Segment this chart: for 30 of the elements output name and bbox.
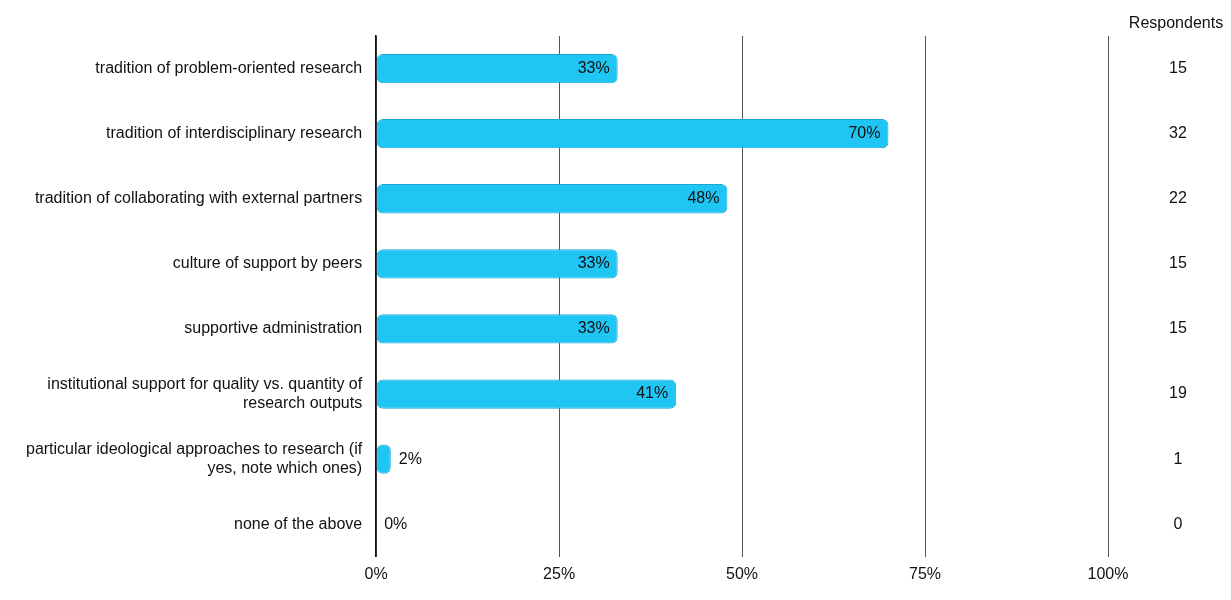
data-label: 2% <box>398 449 422 467</box>
y-tick-label: culture of support by peers <box>172 254 363 272</box>
data-label: 70% <box>848 124 881 142</box>
data-label: 41% <box>636 384 669 402</box>
text: Respondents <box>1128 14 1224 32</box>
y-tick-label: supportive administration <box>184 319 363 337</box>
text: 15 <box>1169 254 1187 272</box>
x-tick-label: 100% <box>1087 564 1129 582</box>
text: 15 <box>1169 319 1187 337</box>
data-label: 33% <box>577 319 610 337</box>
y-tick-label: tradition of interdisciplinary research <box>106 124 363 142</box>
x-tick-label: 0% <box>364 564 388 582</box>
y-tick-label: tradition of problem-oriented research <box>95 58 363 76</box>
y-tick-label: institutional support for quality vs. quantity of research outputs <box>47 374 363 412</box>
data-label: 33% <box>577 58 610 76</box>
data-label: 48% <box>687 189 720 207</box>
text: 15 <box>1169 58 1187 76</box>
text: 19 <box>1169 384 1187 402</box>
x-tick-label: 50% <box>726 564 759 582</box>
data-label: 0% <box>384 514 408 532</box>
y-tick-label: tradition of collaborating with external partners <box>34 189 363 207</box>
text: 32 <box>1169 124 1187 142</box>
text: 1 <box>1173 449 1183 467</box>
x-tick-label: 75% <box>909 564 942 582</box>
y-tick-label: none of the above <box>234 514 363 532</box>
text: 22 <box>1169 189 1187 207</box>
data-label: 33% <box>577 254 610 272</box>
x-tick-label: 25% <box>543 564 576 582</box>
y-tick-label: particular ideological approaches to research (if yes, note which ones) <box>25 439 363 477</box>
text: 0 <box>1173 514 1183 532</box>
